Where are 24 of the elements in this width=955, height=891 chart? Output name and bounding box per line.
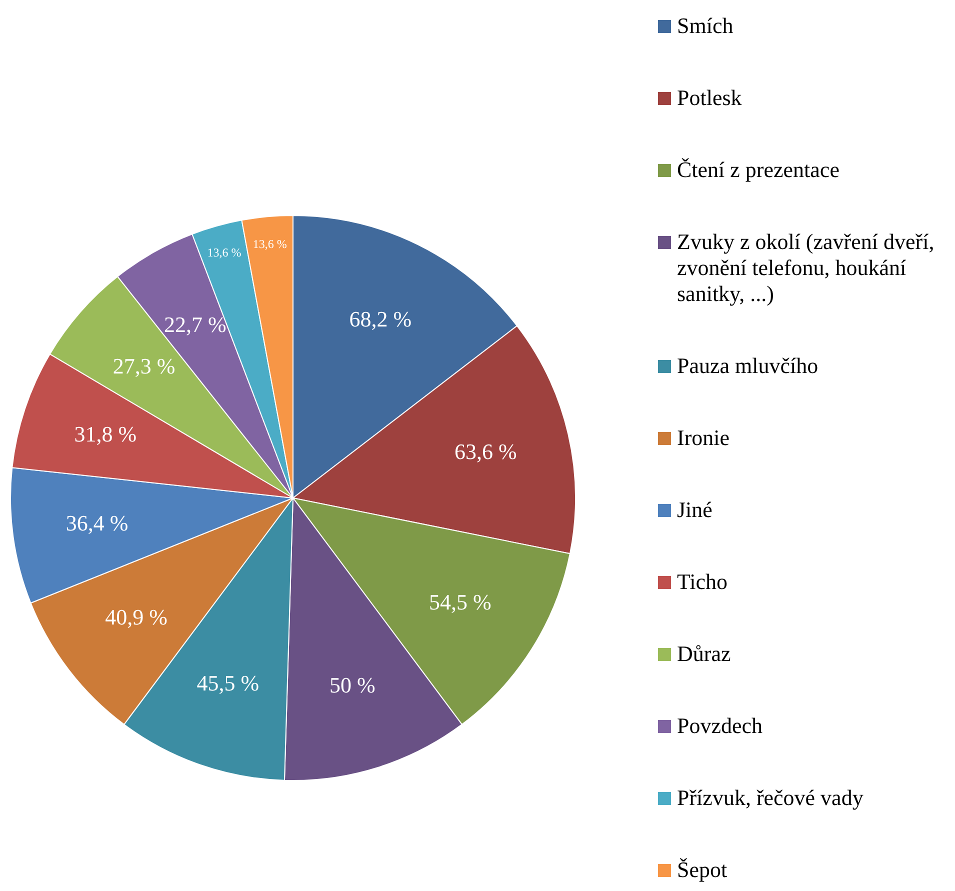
legend-label: Jiné [677, 496, 712, 522]
legend-label: Přízvuk, řečové vady [677, 784, 864, 810]
data-label: 50 % [330, 672, 376, 698]
legend-label: Ticho [677, 568, 728, 594]
data-label: 13,6 % [207, 245, 242, 260]
legend-label: Potlesk [677, 84, 742, 110]
data-label: 13,6 % [252, 236, 287, 251]
legend-label: Pauza mluvčího [677, 352, 818, 378]
data-label: 63,6 % [454, 438, 517, 464]
data-label: 31,8 % [74, 421, 137, 446]
data-label: 68,2 % [349, 306, 412, 332]
legend-label: Šepot [677, 856, 728, 882]
data-label: 22,7 % [164, 312, 226, 337]
legend-label: Smích [677, 12, 734, 38]
data-label: 54,5 % [428, 590, 492, 615]
data-label: 40,9 % [105, 604, 168, 630]
data-label: 45,5 % [196, 670, 260, 696]
legend-label: Zvuky z okolí (zavření dveří, zvonění telefonu, houkání sanitky, ...) [677, 228, 936, 306]
data-label: 27,3 % [112, 354, 176, 379]
legend-label: Čtení z prezentace [677, 156, 840, 182]
data-label: 36,4 % [66, 510, 128, 536]
legend-label: Ironie [677, 424, 730, 450]
legend-label: Povzdech [677, 712, 763, 738]
legend-label: Důraz [677, 640, 731, 666]
